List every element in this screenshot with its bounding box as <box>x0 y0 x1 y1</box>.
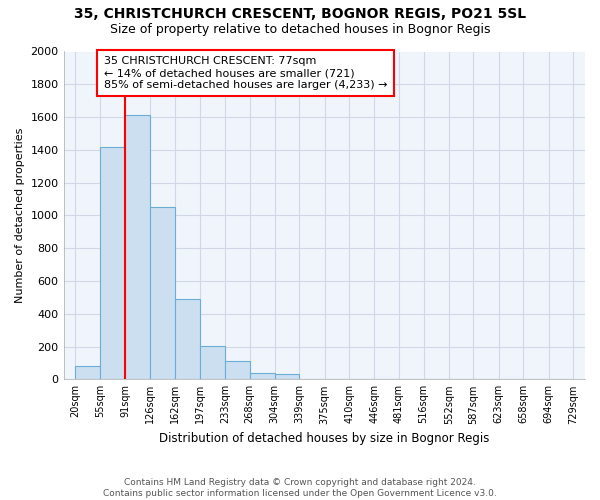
Bar <box>225 362 250 380</box>
Text: 35, CHRISTCHURCH CRESCENT, BOGNOR REGIS, PO21 5SL: 35, CHRISTCHURCH CRESCENT, BOGNOR REGIS,… <box>74 8 526 22</box>
Bar <box>250 372 275 380</box>
Bar <box>150 207 175 380</box>
Y-axis label: Number of detached properties: Number of detached properties <box>15 128 25 303</box>
Bar <box>275 374 299 380</box>
Text: Size of property relative to detached houses in Bognor Regis: Size of property relative to detached ho… <box>110 22 490 36</box>
Bar <box>175 299 200 380</box>
Bar <box>100 146 125 380</box>
Text: Contains HM Land Registry data © Crown copyright and database right 2024.
Contai: Contains HM Land Registry data © Crown c… <box>103 478 497 498</box>
Bar <box>125 116 150 380</box>
Text: 35 CHRISTCHURCH CRESCENT: 77sqm
← 14% of detached houses are smaller (721)
85% o: 35 CHRISTCHURCH CRESCENT: 77sqm ← 14% of… <box>104 56 387 90</box>
Bar <box>200 346 225 380</box>
Bar <box>76 366 100 380</box>
X-axis label: Distribution of detached houses by size in Bognor Regis: Distribution of detached houses by size … <box>159 432 490 445</box>
